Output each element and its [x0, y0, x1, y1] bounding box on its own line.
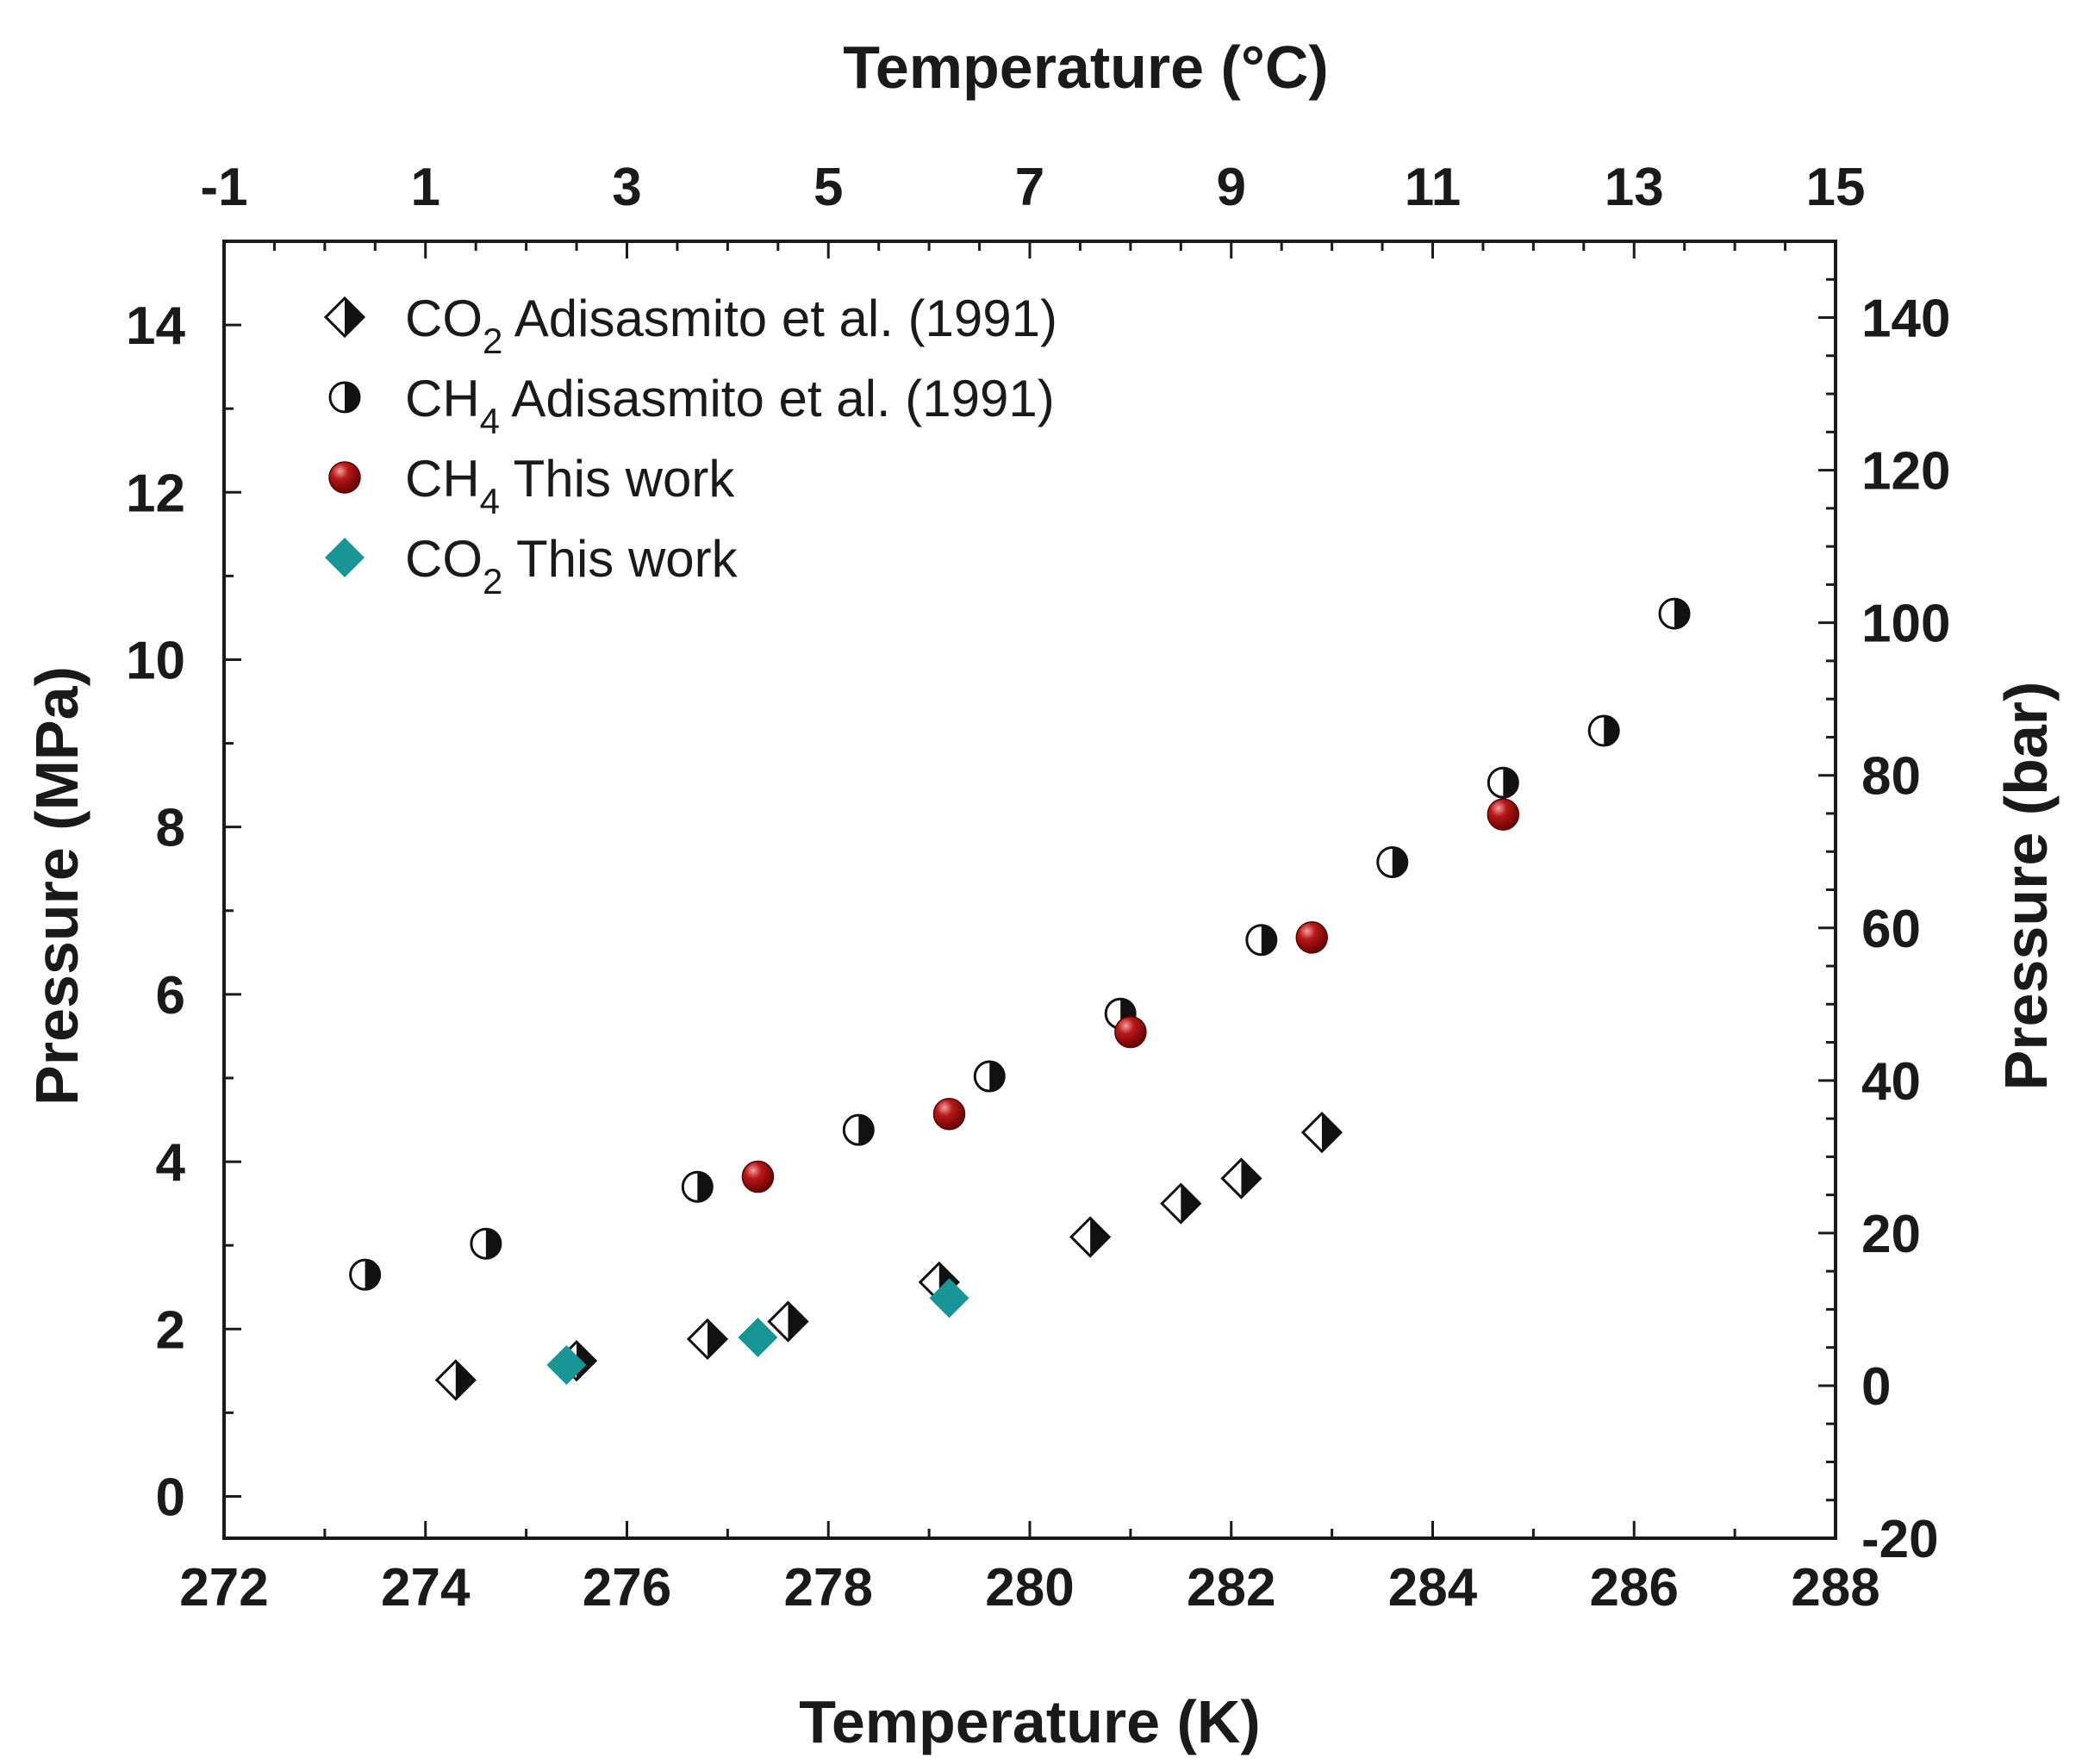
- x2-tick-label: -1: [200, 158, 247, 217]
- point-series-0: [1069, 1216, 1112, 1258]
- plot-border: [222, 240, 1837, 1540]
- x-tick-label: 272: [179, 1558, 268, 1618]
- point-series-0: [1160, 1182, 1202, 1225]
- y-tick-label: 10: [126, 631, 185, 690]
- point-series-1: [470, 1227, 502, 1260]
- y-tick-label: 8: [156, 799, 185, 858]
- x2-tick-label: 3: [612, 158, 641, 217]
- y2-tick-label: 120: [1861, 442, 1950, 502]
- x-tick-label: 282: [1187, 1558, 1275, 1618]
- x2-tick-label: 11: [1405, 158, 1462, 217]
- point-series-0: [434, 1359, 477, 1401]
- legend-label: CH4 This work: [405, 450, 735, 521]
- point-series-3: [929, 1278, 969, 1318]
- y-tick-label: 0: [156, 1468, 185, 1527]
- x2-tick-label: 15: [1806, 158, 1866, 217]
- y2-tick-label: 60: [1861, 900, 1921, 959]
- y-tick-label: 6: [156, 966, 185, 1025]
- legend-marker: [328, 461, 361, 494]
- point-series-2: [1114, 1015, 1147, 1049]
- point-series-3: [546, 1345, 587, 1386]
- point-series-0: [1300, 1111, 1343, 1154]
- point-series-2: [741, 1160, 775, 1194]
- point-series-1: [1245, 924, 1278, 957]
- legend: CO2 Adisasmito et al. (1991) CH4 Adisasmi…: [323, 290, 1057, 602]
- point-series-1: [1376, 845, 1409, 878]
- y2-tick-label: 40: [1861, 1052, 1921, 1112]
- point-series-0: [686, 1318, 729, 1361]
- x2-tick-label: 9: [1217, 158, 1246, 217]
- point-series-2: [932, 1097, 966, 1131]
- y-axis-title: Pressure (MPa): [23, 666, 90, 1106]
- point-series-1: [973, 1060, 1006, 1093]
- x2-tick-label: 1: [411, 158, 440, 217]
- tick-labels: 272 274 276 278 280 282 284 286 288-1 1 3 5 7 9 11 13 15…: [126, 158, 1950, 1618]
- point-series-1: [842, 1113, 875, 1146]
- y-tick-label: 4: [156, 1133, 186, 1193]
- point-series-3: [738, 1317, 778, 1357]
- legend-item: CH4 Adisasmito et al. (1991): [328, 370, 1055, 441]
- point-series-2: [1295, 921, 1328, 954]
- y2-tick-label: 0: [1861, 1357, 1891, 1417]
- x2-tick-label: 7: [1015, 158, 1044, 217]
- legend-marker: [325, 538, 365, 577]
- y2-axis-title: Pressure (bar): [1992, 682, 2060, 1091]
- legend-marker: [323, 296, 366, 339]
- legend-label: CO2 This work: [405, 530, 739, 602]
- point-series-0: [1220, 1157, 1262, 1200]
- y2-tick-label: 140: [1861, 290, 1950, 349]
- y2-tick-label: 80: [1861, 747, 1921, 807]
- y2-tick-label: 100: [1861, 595, 1950, 654]
- point-series-0: [767, 1300, 809, 1343]
- x2-tick-label: 5: [813, 158, 843, 217]
- x2-axis-title: Temperature (°C): [843, 34, 1328, 101]
- x-tick-label: 284: [1388, 1558, 1478, 1618]
- x-tick-label: 278: [784, 1558, 873, 1618]
- legend-label: CH4 Adisasmito et al. (1991): [405, 370, 1055, 441]
- x-axis-title: Temperature (K): [799, 1688, 1260, 1755]
- legend-marker: [328, 381, 361, 414]
- point-series-2: [1487, 798, 1520, 831]
- y-tick-label: 2: [156, 1300, 185, 1360]
- y-tick-label: 14: [126, 296, 185, 356]
- legend-label: CO2 Adisasmito et al. (1991): [405, 290, 1057, 361]
- x2-tick-label: 13: [1605, 158, 1664, 217]
- x-tick-label: 276: [583, 1558, 671, 1618]
- data-markers: [349, 597, 1691, 1401]
- y-tick-label: 12: [126, 464, 185, 523]
- point-series-1: [1587, 714, 1620, 747]
- ticks: [222, 240, 1837, 1540]
- plot-frame: [222, 240, 1837, 1540]
- point-series-1: [681, 1170, 714, 1203]
- legend-item: CO2 Adisasmito et al. (1991): [323, 290, 1057, 361]
- legend-item: CH4 This work: [328, 450, 735, 521]
- x-tick-label: 280: [985, 1558, 1074, 1618]
- x-tick-label: 288: [1791, 1558, 1879, 1618]
- point-series-1: [1487, 766, 1519, 799]
- point-series-1: [1658, 597, 1691, 630]
- y2-tick-label: -20: [1861, 1510, 1939, 1569]
- y2-tick-label: 20: [1861, 1205, 1921, 1264]
- x-tick-label: 274: [381, 1558, 471, 1618]
- point-series-1: [349, 1258, 382, 1291]
- legend-item: CO2 This work: [325, 530, 739, 602]
- x-tick-label: 286: [1590, 1558, 1679, 1618]
